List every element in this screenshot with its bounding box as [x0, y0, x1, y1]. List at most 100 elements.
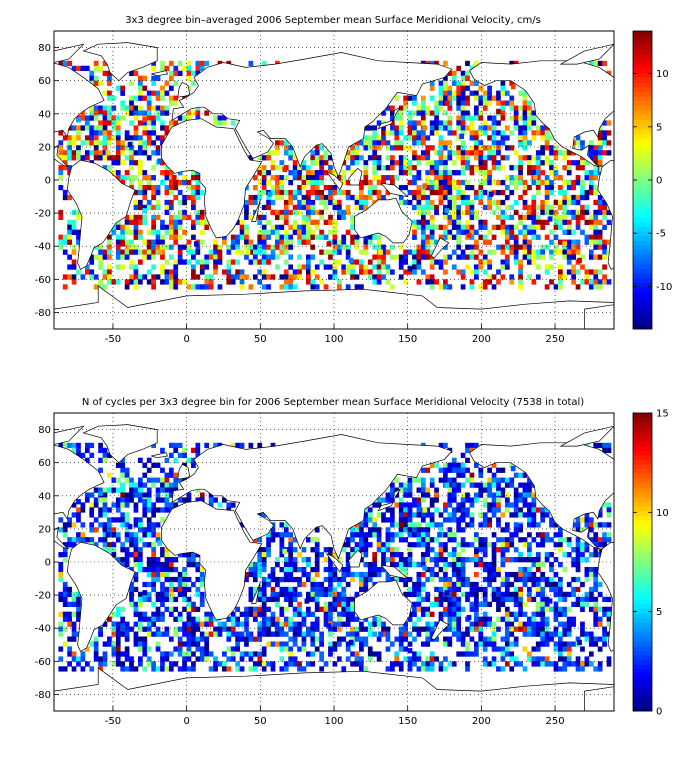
heatmap-cell	[319, 606, 324, 612]
heatmap-cell	[372, 651, 378, 657]
heatmap-cell	[407, 487, 413, 493]
heatmap-cell	[310, 576, 316, 583]
heatmap-cell	[310, 199, 316, 206]
heatmap-cell	[487, 199, 492, 206]
heatmap-cell	[456, 636, 462, 642]
heatmap-cell	[544, 180, 550, 186]
cycles-map-x-axis: -50 0 50 100 150 200 250	[105, 706, 565, 727]
coastline	[54, 444, 105, 550]
heatmap-cell	[416, 601, 422, 607]
heatmap-cell	[518, 566, 523, 573]
heatmap-cell	[460, 497, 466, 503]
heatmap-cell	[314, 547, 320, 553]
heatmap-cell	[465, 264, 470, 270]
heatmap-cell	[412, 656, 417, 662]
heatmap-cell	[474, 244, 479, 250]
heatmap-cell	[465, 125, 470, 131]
heatmap-cell	[257, 279, 263, 285]
heatmap-cell	[540, 219, 546, 225]
heatmap-cell	[160, 85, 165, 91]
heatmap-cell	[593, 60, 599, 67]
heatmap-cell	[491, 557, 497, 563]
heatmap-cell	[372, 189, 378, 196]
heatmap-cell	[566, 646, 572, 652]
heatmap-cell	[487, 155, 492, 161]
heatmap-cell	[138, 145, 143, 151]
heatmap-cell	[593, 170, 599, 176]
heatmap-cell	[504, 626, 510, 632]
heatmap-cell	[398, 140, 404, 146]
heatmap-cell	[310, 160, 316, 166]
heatmap-cell	[230, 442, 236, 449]
heatmap-cell	[513, 571, 519, 578]
heatmap-cell	[513, 596, 519, 603]
heatmap-cell	[513, 502, 519, 508]
heatmap-cell	[84, 269, 90, 275]
heatmap-cell	[456, 105, 462, 111]
heatmap-cell	[390, 552, 395, 558]
heatmap-cell	[107, 135, 112, 141]
heatmap-cell	[504, 596, 510, 603]
heatmap-cell	[115, 279, 121, 285]
heatmap-cell	[518, 571, 523, 578]
heatmap-cell	[398, 641, 404, 647]
heatmap-cell	[341, 596, 347, 603]
heatmap-cell	[509, 542, 515, 548]
heatmap-cell	[487, 229, 492, 235]
heatmap-cell	[168, 596, 174, 603]
heatmap-cell	[491, 636, 497, 642]
heatmap-cell	[310, 537, 316, 543]
heatmap-cell	[398, 626, 404, 632]
heatmap-cell	[385, 557, 391, 563]
heatmap-cell	[571, 621, 576, 627]
heatmap-cell	[107, 636, 112, 642]
heatmap-cell	[230, 502, 236, 508]
heatmap-cell	[257, 636, 263, 642]
heatmap-cell	[301, 621, 307, 627]
heatmap-cell	[535, 507, 541, 513]
heatmap-cell	[283, 641, 289, 647]
heatmap-cell	[319, 666, 324, 672]
heatmap-cell	[336, 239, 342, 245]
heatmap-cell	[297, 581, 302, 588]
heatmap-cell	[566, 180, 572, 186]
heatmap-cell	[62, 189, 68, 196]
heatmap-cell	[466, 232, 472, 239]
heatmap-cell	[115, 175, 121, 181]
heatmap-cell	[266, 244, 271, 250]
heatmap-cell	[447, 194, 453, 201]
heatmap-cell	[522, 576, 528, 583]
heatmap-cell	[527, 224, 532, 230]
heatmap-cell	[425, 145, 431, 151]
heatmap-cell	[394, 532, 400, 538]
heatmap-cell	[381, 621, 386, 627]
heatmap-cell	[456, 65, 462, 72]
heatmap-cell	[407, 547, 413, 553]
colorbar-segment	[633, 459, 652, 465]
heatmap-cell	[62, 641, 68, 647]
heatmap-cell	[522, 512, 528, 518]
heatmap-cell	[319, 279, 324, 285]
heatmap-cell	[191, 651, 196, 657]
heatmap-cell	[403, 259, 408, 265]
heatmap-cell	[584, 661, 590, 667]
heatmap-cell	[275, 165, 280, 171]
heatmap-cell	[102, 120, 108, 126]
heatmap-cell	[138, 636, 143, 642]
heatmap-cell	[283, 562, 289, 568]
heatmap-cell	[323, 591, 329, 598]
heatmap-cell	[597, 209, 603, 216]
heatmap-cell	[443, 170, 448, 176]
heatmap-cell	[177, 651, 183, 657]
heatmap-cell	[102, 105, 108, 111]
heatmap-cell	[129, 596, 134, 603]
heatmap-cell	[558, 611, 563, 617]
coastline	[380, 564, 409, 580]
heatmap-cell	[451, 616, 457, 622]
heatmap-cell	[429, 219, 435, 225]
heatmap-cell	[314, 537, 320, 543]
colorbar-segment	[633, 575, 652, 582]
heatmap-cell	[306, 631, 311, 637]
heatmap-cell	[451, 467, 457, 473]
heatmap-cell	[332, 552, 338, 558]
